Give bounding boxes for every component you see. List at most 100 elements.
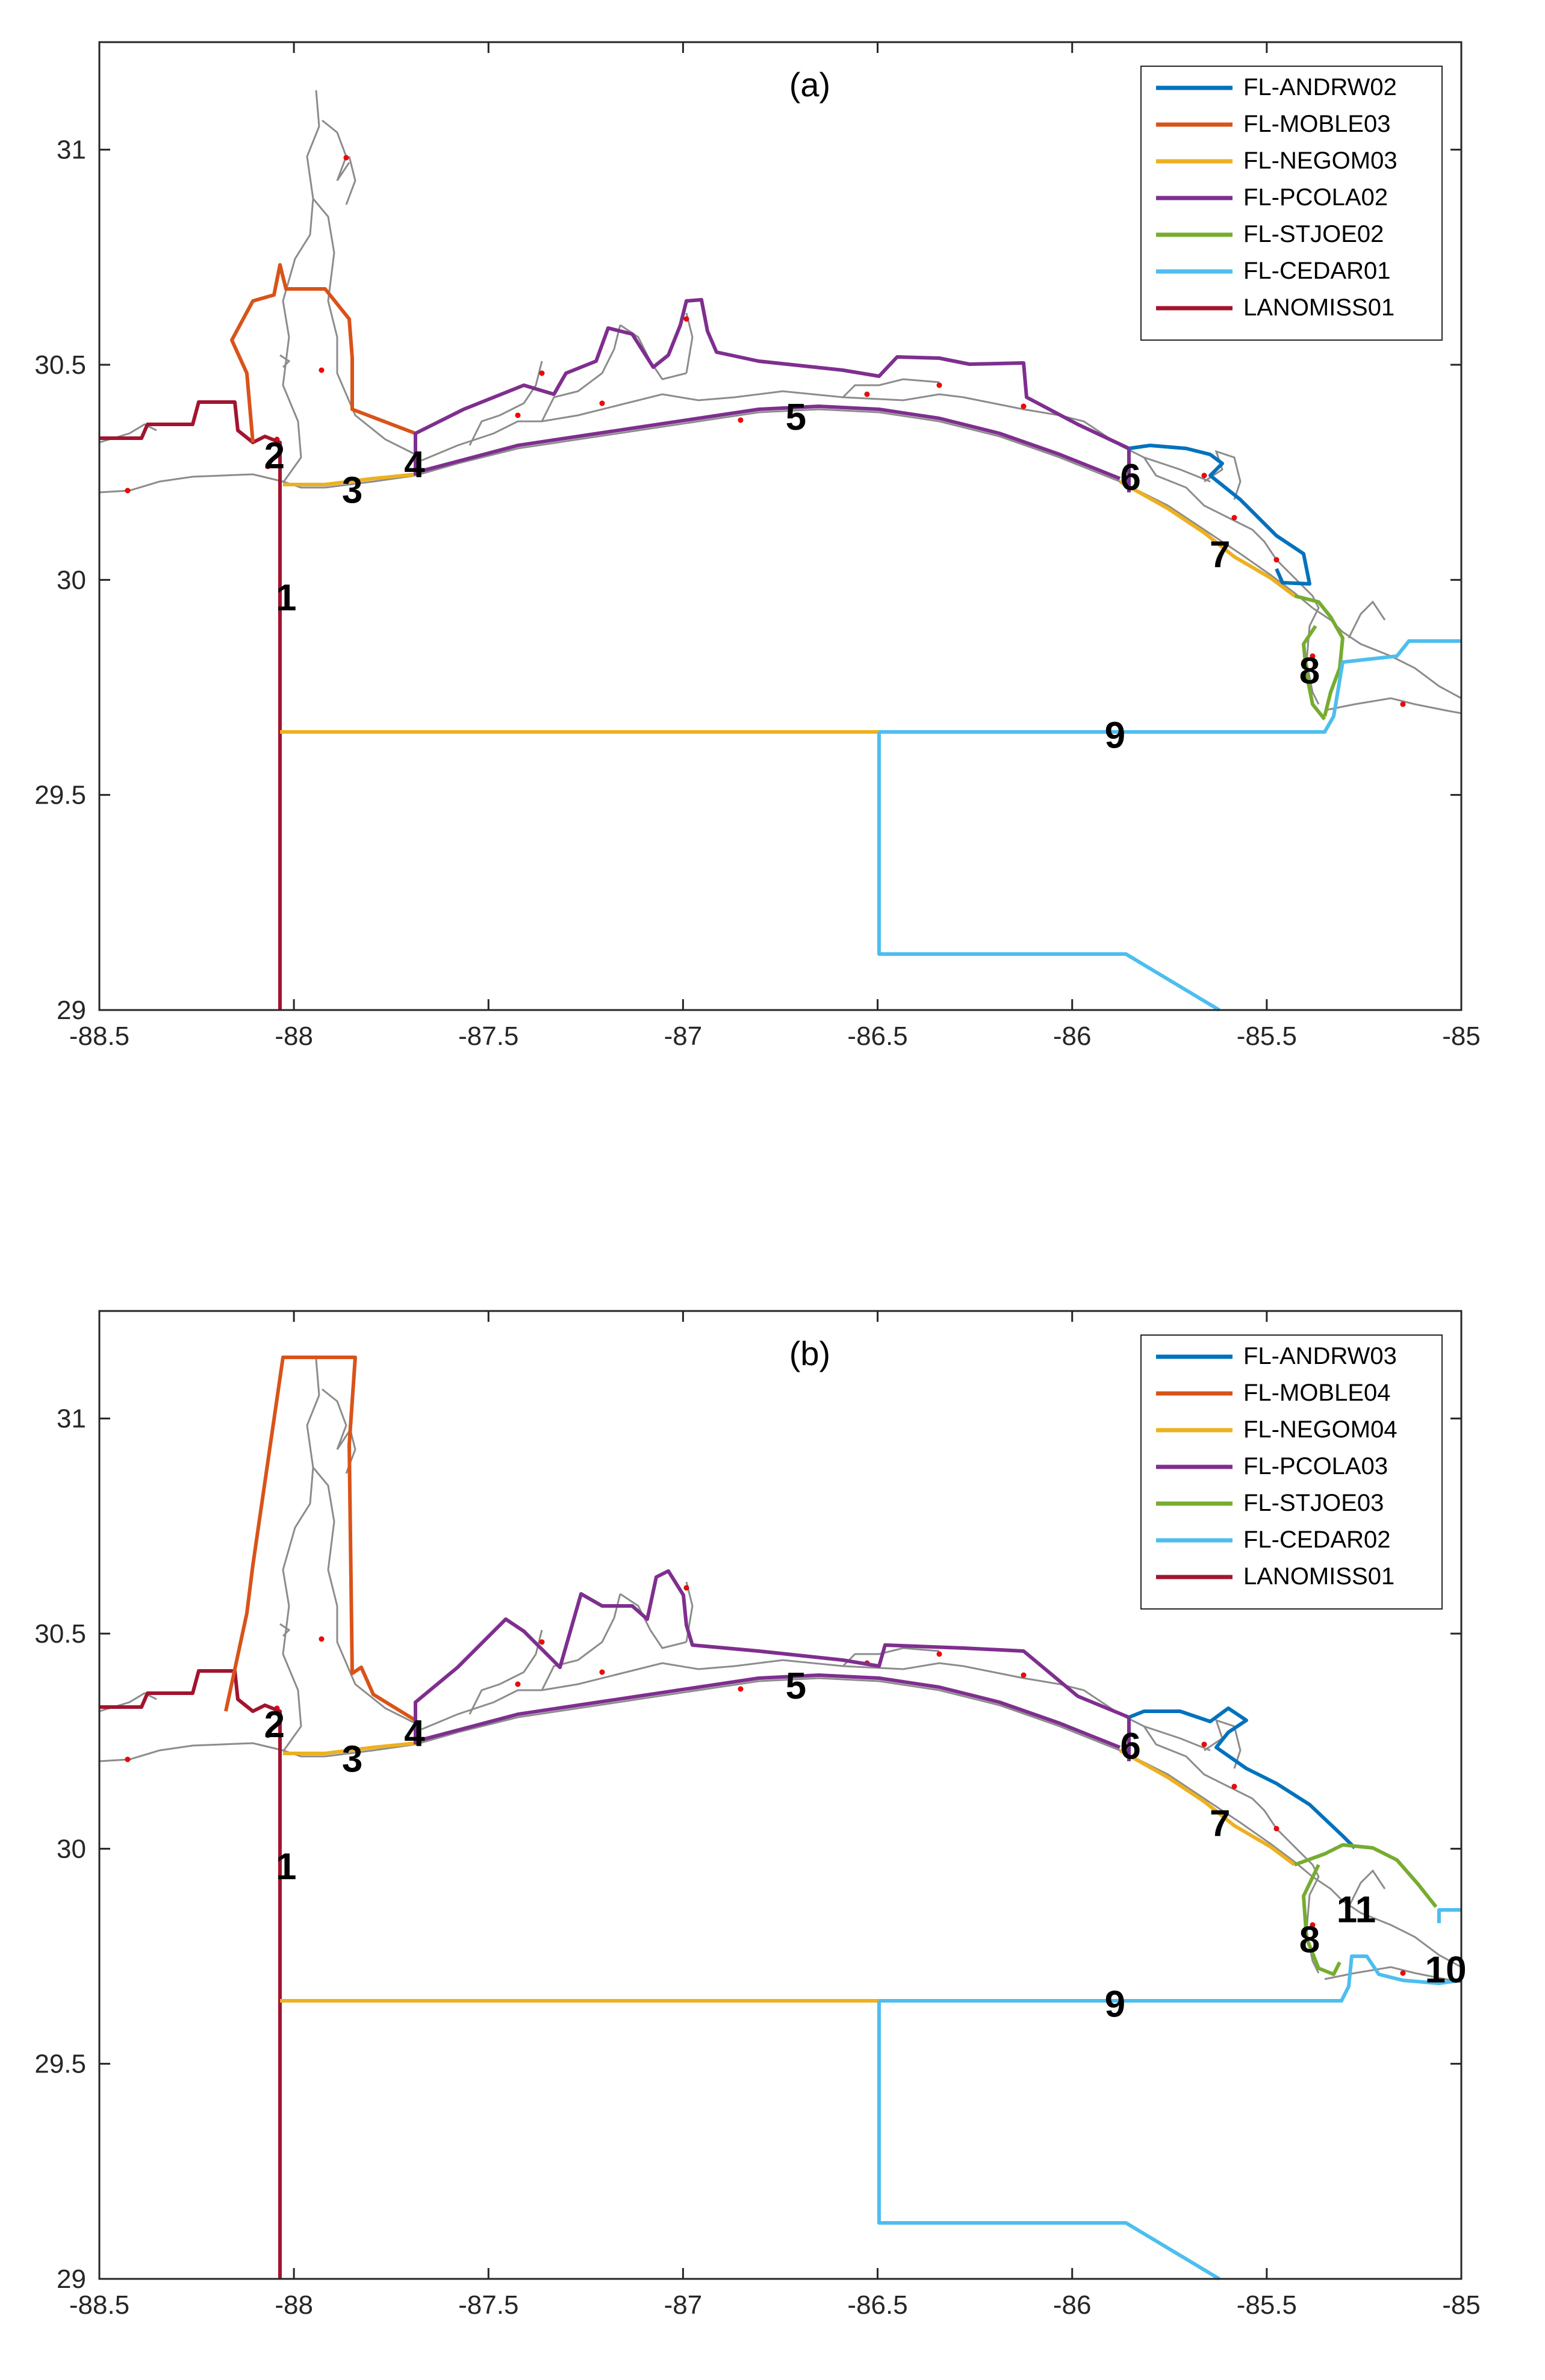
- boundary-fl-andrw02: [1128, 444, 1311, 586]
- panel-b-axis-ticks: -88.5 -88 -87.5 -87 -86.5 -86 -85.5 -852929.530…: [34, 1311, 1481, 2320]
- boundary-fl-moble03: [230, 263, 417, 476]
- station: [599, 1669, 605, 1675]
- coastline-bay-inlet: [279, 1623, 291, 1637]
- station: [1310, 653, 1316, 659]
- x-tick-label: -86: [1053, 1021, 1092, 1051]
- station: [319, 1636, 325, 1642]
- coastline-st-andrew-bay: [1204, 450, 1242, 500]
- boundary-fl-andrw03: [1128, 1706, 1357, 1850]
- coastline-west-bay: [1059, 414, 1211, 483]
- segment-label-3: 3: [342, 469, 362, 511]
- station: [539, 370, 545, 376]
- boundary-fl-stjoe02-east: [1294, 594, 1344, 717]
- segment-label-4: 4: [404, 444, 425, 485]
- station: [1400, 1970, 1406, 1976]
- x-tick-label: -88.5: [69, 1021, 129, 1051]
- station: [1201, 1741, 1207, 1747]
- station: [683, 1585, 689, 1591]
- boundary-fl-pcola02: [414, 298, 1131, 492]
- panel-a-legend: FL-ANDRW02 FL-MOBLE03 FL-NEGOM03 FL-PCOLA02…: [1140, 66, 1443, 341]
- legend-label: FL-MOBLE04: [1243, 1380, 1391, 1406]
- coastline-mobile-bay-east: [312, 1467, 416, 1725]
- coastline-choctaw-north: [842, 1647, 940, 1667]
- boundary-fl-cedar02-north: [879, 1954, 1462, 2003]
- boundary-fl-pcola03-coast: [415, 1673, 1121, 1749]
- segment-label-11: 11: [1337, 1889, 1376, 1930]
- station: [515, 1681, 521, 1687]
- coastline-st-andrew-bay: [1204, 1718, 1242, 1769]
- station: [515, 412, 521, 418]
- y-tick-label: 29.5: [34, 2050, 86, 2079]
- segment-label-3: 3: [342, 1738, 362, 1780]
- segment-label-6: 6: [1120, 1726, 1140, 1767]
- coastline-cape-san-blas: [1287, 1839, 1320, 1974]
- y-tick-label: 30: [57, 1834, 86, 1864]
- x-tick-label: -85.5: [1237, 2290, 1297, 2320]
- station: [539, 1639, 545, 1645]
- segment-label-1: 1: [276, 577, 296, 619]
- station: [125, 1756, 131, 1762]
- station: [265, 1732, 271, 1738]
- x-tick-label: -85: [1442, 2290, 1481, 2320]
- coastline-blackwater: [685, 312, 694, 374]
- y-tick-label: 30: [57, 565, 86, 595]
- segment-label-2: 2: [264, 1704, 285, 1746]
- station: [1400, 701, 1406, 707]
- x-tick-label: -85.5: [1237, 1021, 1297, 1051]
- station: [1021, 1672, 1027, 1678]
- x-tick-label: -87.5: [458, 1021, 518, 1051]
- panel-b-axes-frame: [98, 1310, 1463, 2280]
- segment-label-6: 6: [1120, 457, 1140, 498]
- boundary-fl-stjoe03-west: [1302, 1864, 1341, 1976]
- coastline-inner-sound: [421, 1662, 735, 1731]
- coastline-choctaw-north: [842, 378, 940, 398]
- panel-a-segment-labels: 1 2 3 4 5 6 7 8 9: [264, 397, 1320, 757]
- legend-label: FL-PCOLA03: [1243, 1453, 1388, 1480]
- station: [1231, 515, 1237, 521]
- panel-a-axes-frame: [98, 41, 1463, 1011]
- station: [1273, 1826, 1279, 1832]
- legend-label: LANOMISS01: [1243, 294, 1394, 321]
- coastline-mobile-river: [322, 1388, 350, 1450]
- panel-a-title: (a): [789, 66, 830, 104]
- panel-b-boundaries: [99, 1356, 1462, 2281]
- coastline-west-bay: [1059, 1683, 1211, 1752]
- station: [1273, 557, 1279, 563]
- coastline-inner-sound: [421, 393, 735, 462]
- station: [599, 400, 605, 406]
- segment-label-9: 9: [1105, 1984, 1125, 2025]
- boundary-fl-negom04-west: [283, 1741, 416, 1755]
- coastline-outer-barrier: [325, 408, 1313, 609]
- legend-label: FL-NEGOM04: [1243, 1416, 1397, 1443]
- segment-label-2: 2: [264, 435, 285, 477]
- station: [125, 488, 131, 494]
- coastline-pensacola-bay: [541, 324, 621, 422]
- coastline-mobile-bay-west: [282, 1359, 320, 1752]
- x-tick-label: -88: [275, 1021, 313, 1051]
- coastline-st-andrew: [1143, 1726, 1290, 1842]
- station: [1231, 1783, 1237, 1790]
- x-tick-label: -86.5: [847, 1021, 907, 1051]
- panel-a-axis-ticks: -88.5 -88 -87.5 -87 -86.5 -86 -85.5 -852929.530…: [34, 42, 1481, 1051]
- coastline-perdido-bay: [468, 1629, 543, 1715]
- boundary-fl-negom03-east: [1119, 480, 1296, 598]
- legend-box: [1140, 1334, 1443, 1610]
- station: [1021, 403, 1027, 409]
- coastline-choctawhatchee: [734, 390, 1060, 417]
- coastline-apalachicola: [1312, 1876, 1462, 1968]
- panel-a-boundaries: [99, 263, 1461, 1012]
- x-tick-label: -87.5: [458, 2290, 518, 2320]
- y-tick-label: 29: [57, 996, 86, 1025]
- coastline-cape-san-blas: [1287, 571, 1320, 705]
- x-tick-label: -87: [664, 2290, 703, 2320]
- coastline-bay-inlet: [279, 354, 291, 368]
- station: [1201, 473, 1207, 479]
- segment-label-8: 8: [1299, 650, 1320, 692]
- coastline-apalachicola-river: [1348, 600, 1386, 639]
- panel-a-stations: [125, 155, 1406, 707]
- boundary-fl-pcola02-coast: [415, 404, 1121, 480]
- x-tick-label: -86: [1053, 2290, 1092, 2320]
- segment-label-7: 7: [1210, 534, 1230, 575]
- station: [343, 155, 349, 161]
